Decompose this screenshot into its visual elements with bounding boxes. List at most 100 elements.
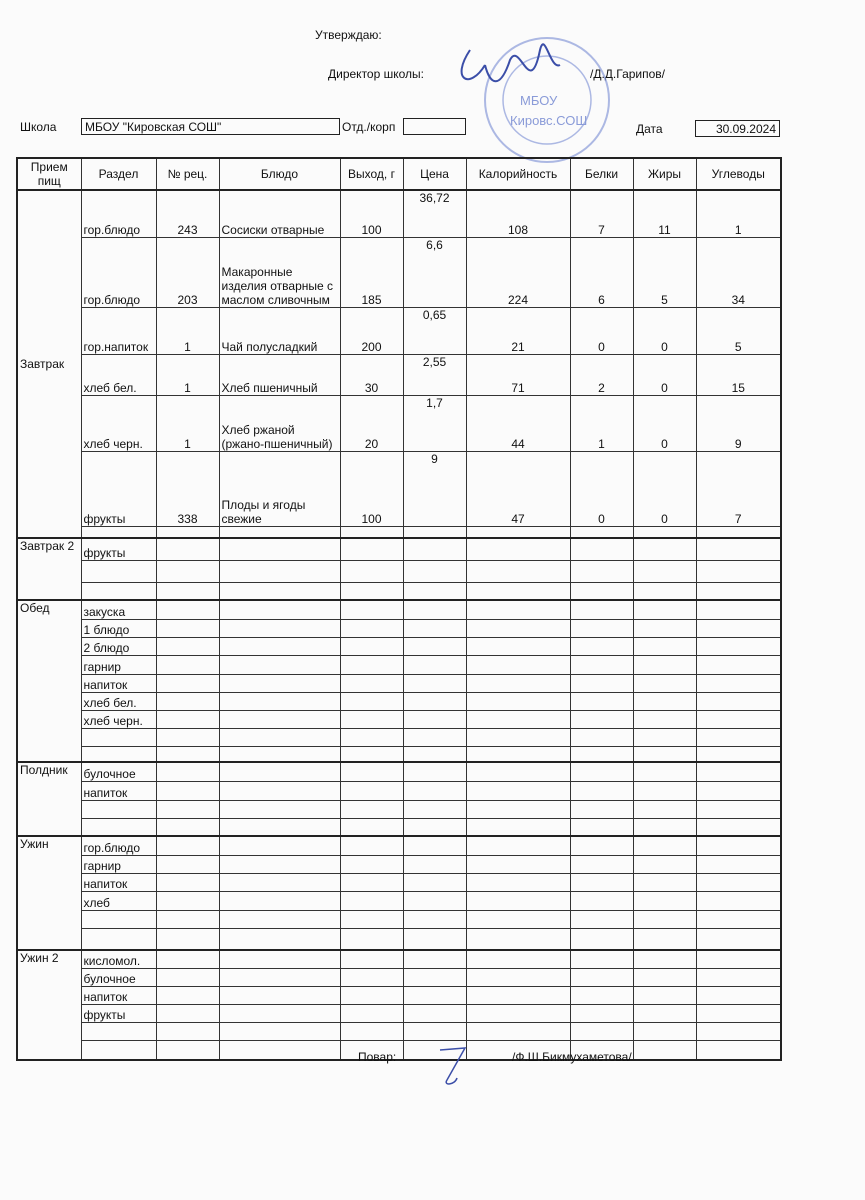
cell-price[interactable]: [402, 654, 467, 675]
cell-kcal[interactable]: 21: [465, 306, 571, 355]
cell-section[interactable]: [80, 727, 157, 747]
cell-carbs[interactable]: [695, 780, 782, 801]
cell-section[interactable]: кисломол.: [80, 949, 157, 969]
cell-fat[interactable]: [632, 817, 697, 837]
cell-carbs[interactable]: [695, 691, 782, 711]
cell-fat[interactable]: [632, 618, 697, 638]
cell-section[interactable]: [80, 1021, 157, 1041]
cell-carbs[interactable]: [695, 890, 782, 911]
cell-price[interactable]: [402, 537, 467, 561]
cell-price[interactable]: [402, 581, 467, 601]
cell-fat[interactable]: [632, 691, 697, 711]
cell-price[interactable]: [402, 745, 467, 763]
cell-kcal[interactable]: [465, 1021, 571, 1041]
cell-carbs[interactable]: [695, 745, 782, 763]
cell-fat[interactable]: [632, 909, 697, 929]
cell-section[interactable]: гарнир: [80, 654, 157, 675]
cell-section[interactable]: гор.напиток: [80, 306, 157, 355]
cell-protein[interactable]: 6: [569, 236, 634, 308]
cell-protein[interactable]: [569, 537, 634, 561]
cell-carbs[interactable]: [695, 1003, 782, 1023]
cell-kcal[interactable]: [465, 691, 571, 711]
cell-section[interactable]: напиток: [80, 985, 157, 1005]
cell-price[interactable]: [402, 780, 467, 801]
cell-fat[interactable]: [632, 537, 697, 561]
cell-protein[interactable]: [569, 745, 634, 763]
cell-carbs[interactable]: [695, 636, 782, 656]
cell-dish[interactable]: [218, 618, 341, 638]
cell-price[interactable]: [402, 967, 467, 987]
cell-yield[interactable]: [339, 835, 404, 856]
cell-recipe[interactable]: [155, 559, 220, 583]
cell-yield[interactable]: [339, 1021, 404, 1041]
cell-protein[interactable]: [569, 854, 634, 874]
cell-fat[interactable]: [632, 1021, 697, 1041]
cell-yield[interactable]: [339, 780, 404, 801]
cell-kcal[interactable]: [465, 1003, 571, 1023]
cell-protein[interactable]: [569, 599, 634, 620]
cell-recipe[interactable]: 243: [155, 189, 220, 238]
cell-dish[interactable]: [218, 745, 341, 763]
cell-yield[interactable]: [339, 761, 404, 782]
cell-section[interactable]: [80, 909, 157, 929]
cell-dish[interactable]: [218, 761, 341, 782]
cell-price[interactable]: [402, 673, 467, 693]
cell-dish[interactable]: [218, 927, 341, 951]
cell-protein[interactable]: [569, 835, 634, 856]
cell-fat[interactable]: [632, 745, 697, 763]
cell-yield[interactable]: [339, 636, 404, 656]
cell-carbs[interactable]: [695, 599, 782, 620]
cell-dish[interactable]: [218, 799, 341, 819]
cell-carbs[interactable]: [695, 1039, 782, 1061]
cell-carbs[interactable]: [695, 673, 782, 693]
cell-protein[interactable]: [569, 872, 634, 892]
cell-recipe[interactable]: [155, 673, 220, 693]
cell-fat[interactable]: [632, 636, 697, 656]
cell-fat[interactable]: [632, 854, 697, 874]
cell-dish[interactable]: [218, 581, 341, 601]
cell-section[interactable]: [80, 559, 157, 583]
cell-price[interactable]: [402, 854, 467, 874]
cell-section[interactable]: [80, 745, 157, 763]
cell-fat[interactable]: [632, 525, 697, 539]
cell-recipe[interactable]: [155, 727, 220, 747]
cell-carbs[interactable]: [695, 581, 782, 601]
cell-section[interactable]: [80, 525, 157, 539]
school-field[interactable]: МБОУ "Кировская СОШ": [81, 118, 340, 135]
cell-protein[interactable]: [569, 618, 634, 638]
cell-price[interactable]: [402, 835, 467, 856]
cell-yield[interactable]: [339, 581, 404, 601]
cell-yield[interactable]: [339, 927, 404, 951]
cell-price[interactable]: [402, 985, 467, 1005]
cell-price[interactable]: [402, 872, 467, 892]
cell-kcal[interactable]: [465, 835, 571, 856]
cell-carbs[interactable]: [695, 949, 782, 969]
cell-section[interactable]: булочное: [80, 967, 157, 987]
cell-section[interactable]: гарнир: [80, 854, 157, 874]
cell-yield[interactable]: 100: [339, 189, 404, 238]
cell-recipe[interactable]: [155, 537, 220, 561]
cell-recipe[interactable]: 203: [155, 236, 220, 308]
cell-dish[interactable]: [218, 854, 341, 874]
cell-price[interactable]: 1,7: [402, 394, 467, 452]
cell-yield[interactable]: 200: [339, 306, 404, 355]
cell-protein[interactable]: [569, 1021, 634, 1041]
cell-yield[interactable]: [339, 618, 404, 638]
cell-carbs[interactable]: [695, 854, 782, 874]
cell-kcal[interactable]: [465, 673, 571, 693]
cell-section[interactable]: хлеб: [80, 890, 157, 911]
cell-carbs[interactable]: [695, 799, 782, 819]
cell-section[interactable]: хлеб черн.: [80, 394, 157, 452]
cell-carbs[interactable]: [695, 709, 782, 729]
cell-price[interactable]: [402, 709, 467, 729]
cell-fat[interactable]: [632, 727, 697, 747]
cell-carbs[interactable]: [695, 909, 782, 929]
cell-protein[interactable]: [569, 727, 634, 747]
cell-fat[interactable]: 0: [632, 450, 697, 527]
cell-carbs[interactable]: [695, 872, 782, 892]
cell-kcal[interactable]: [465, 727, 571, 747]
cell-dish[interactable]: [218, 691, 341, 711]
cell-price[interactable]: 6,6: [402, 236, 467, 308]
cell-yield[interactable]: 20: [339, 394, 404, 452]
cell-section[interactable]: 1 блюдо: [80, 618, 157, 638]
